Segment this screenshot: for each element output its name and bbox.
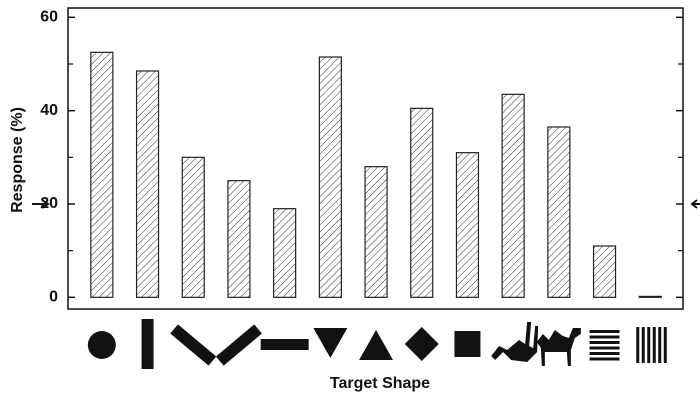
bar [594, 246, 616, 297]
shape-icons [88, 319, 667, 369]
shape-icon [537, 328, 581, 366]
shape-icon [313, 328, 347, 358]
y-tick-label: 60 [40, 9, 58, 26]
bar [502, 94, 524, 297]
bar [182, 157, 204, 297]
shape-icon [454, 331, 480, 357]
bar [548, 127, 570, 297]
shape-icon [216, 324, 262, 365]
y-tick-label: 40 [40, 102, 58, 119]
shape-icon [170, 324, 216, 365]
y-tick-label: 0 [49, 289, 58, 306]
chart: Target Shape Response (%) 0204060 [0, 0, 700, 397]
shape-icon [491, 322, 538, 362]
shape-icon [636, 327, 667, 363]
bar [137, 71, 159, 297]
bar [456, 153, 478, 298]
bar [411, 108, 433, 297]
shape-icon [405, 327, 439, 361]
shape-icon [590, 330, 620, 361]
bar [228, 181, 250, 298]
shape-icon [142, 319, 154, 369]
bar [91, 52, 113, 297]
shape-icon [88, 331, 116, 359]
bar [274, 209, 296, 298]
reference-arrow [692, 200, 700, 208]
bar [319, 57, 341, 297]
bar [639, 296, 661, 297]
bar [365, 167, 387, 298]
x-axis-label: Target Shape [330, 375, 430, 392]
shape-icon [261, 339, 309, 350]
shape-icon [359, 330, 393, 360]
y-axis-label: Response (%) [9, 107, 26, 213]
